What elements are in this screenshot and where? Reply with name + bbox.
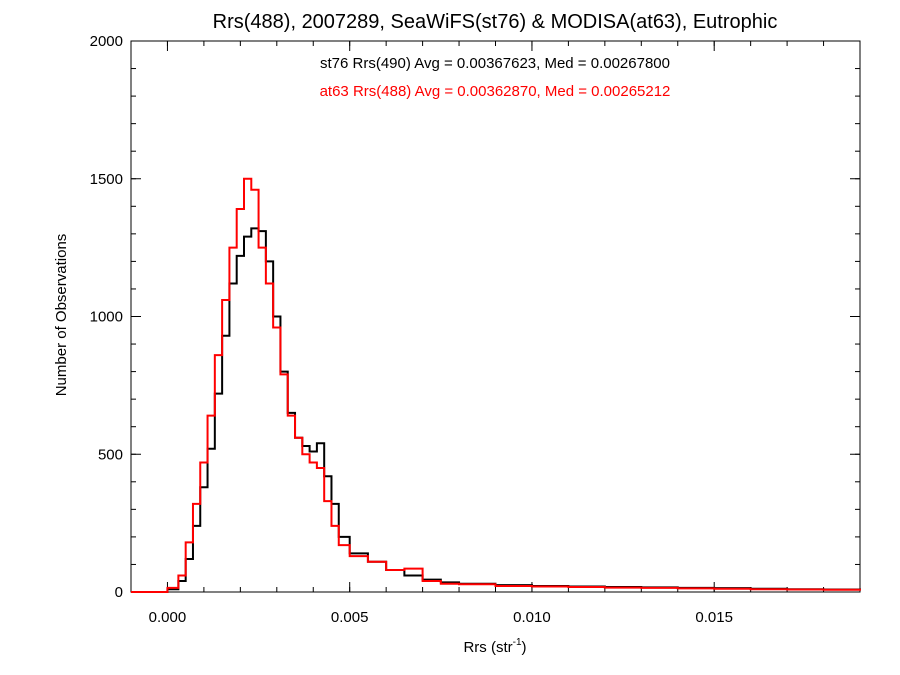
x-axis-label: Rrs (str-1) xyxy=(463,637,526,656)
y-axis-label: Number of Observations xyxy=(53,234,70,397)
x-tick-label: 0.015 xyxy=(695,609,733,626)
x-axis-label-close: ) xyxy=(522,639,527,656)
x-tick-label: 0.000 xyxy=(149,609,187,626)
plot-frame xyxy=(130,40,861,593)
annotation-at63: at63 Rrs(488) Avg = 0.00362870, Med = 0.… xyxy=(320,83,671,100)
x-tick-label: 0.010 xyxy=(513,609,551,626)
series-line-1 xyxy=(131,177,861,593)
chart-title: Rrs(488), 2007289, SeaWiFS(st76) & MODIS… xyxy=(213,11,778,33)
axes: 0.000 0.005 0.010 0.015 0 500 1000 1500 2000 xyxy=(90,33,861,626)
x-axis-label-main: Rrs (str xyxy=(463,639,512,656)
x-axis-label-superscript: -1 xyxy=(513,637,522,648)
annotation-st76: st76 Rrs(490) Avg = 0.00367623, Med = 0.… xyxy=(320,55,670,72)
x-tick-label: 0.005 xyxy=(331,609,369,626)
y-tick-label: 2000 xyxy=(90,33,123,50)
series-group xyxy=(131,177,861,593)
y-tick-label: 1500 xyxy=(90,171,123,188)
y-tick-label: 500 xyxy=(98,446,123,463)
y-tick-label: 0 xyxy=(115,584,123,601)
series-line-0 xyxy=(131,227,861,593)
y-tick-label: 1000 xyxy=(90,309,123,326)
